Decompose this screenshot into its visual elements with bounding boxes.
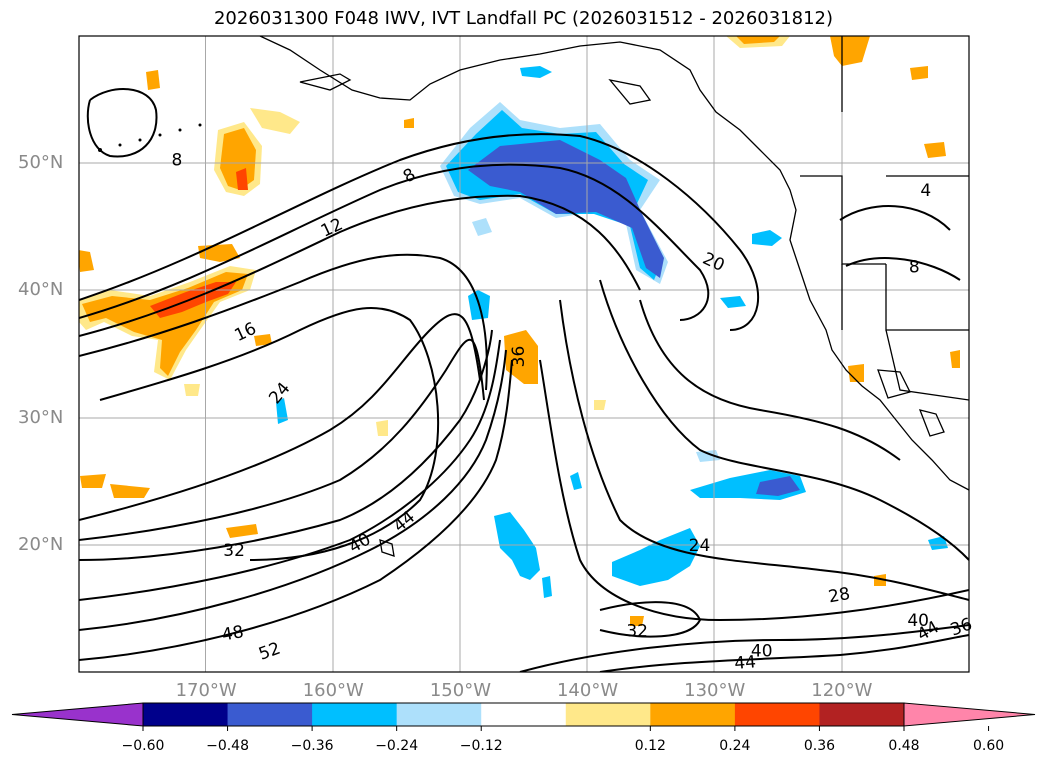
lon-tick-label: 170°W bbox=[175, 680, 237, 701]
colorbar-tick-label: 0.36 bbox=[803, 738, 836, 754]
colorbar-segment bbox=[396, 703, 482, 726]
map-frame bbox=[78, 35, 970, 673]
colorbar-tick-label: 0.48 bbox=[888, 738, 920, 754]
contour-label: 44 bbox=[734, 652, 757, 674]
contour-label: 8 bbox=[400, 165, 419, 188]
lat-tick-label: 30°N bbox=[18, 406, 64, 428]
colorbar-segment bbox=[565, 703, 651, 726]
colorbar-tick-label: 0.12 bbox=[634, 738, 666, 754]
contour-label: 28 bbox=[827, 584, 852, 607]
lat-tick-label: 40°N bbox=[18, 279, 64, 301]
contour-label: 32 bbox=[626, 621, 648, 641]
contour-label: 40 bbox=[346, 529, 375, 557]
map-title: 2026031300 F048 IWV, IVT Landfall PC (20… bbox=[213, 8, 834, 29]
iwv-negative-shading bbox=[276, 66, 948, 598]
contour-label: 4 bbox=[920, 181, 931, 201]
colorbar bbox=[11, 702, 1036, 731]
coastlines bbox=[259, 36, 969, 557]
contour-label: 24 bbox=[689, 536, 711, 556]
colorbar-segment bbox=[734, 703, 820, 726]
contour-label: 20 bbox=[699, 249, 727, 276]
contour-label: 44 bbox=[390, 507, 419, 536]
colorbar-frame bbox=[142, 702, 905, 727]
colorbar-tick-label: −0.48 bbox=[206, 738, 249, 754]
lat-tick-label: 50°N bbox=[18, 152, 64, 174]
colorbar-tick-label: −0.24 bbox=[375, 738, 419, 754]
colorbar-tick-label: 0.60 bbox=[972, 738, 1005, 754]
colorbar-tick-label: −0.36 bbox=[290, 738, 334, 754]
contour-label: 8 bbox=[909, 258, 920, 278]
graticule bbox=[79, 36, 969, 672]
colorbar-segment bbox=[481, 703, 567, 726]
contour-label: 40 bbox=[751, 642, 773, 662]
colorbar-segment bbox=[312, 703, 398, 726]
contour-label: 36 bbox=[948, 614, 975, 640]
colorbar-tick-label: 0.24 bbox=[719, 738, 751, 754]
contour-label: 12 bbox=[318, 214, 346, 241]
colorbar-segment bbox=[227, 703, 313, 726]
contour-label: 8 bbox=[171, 151, 182, 171]
contour-label: 36 bbox=[509, 346, 529, 368]
iwv-positive-shading bbox=[79, 36, 960, 626]
contour-label: 52 bbox=[256, 639, 283, 665]
colorbar-extend-high bbox=[903, 702, 1036, 727]
ivt-contours bbox=[79, 88, 969, 672]
colorbar-extend-low bbox=[11, 702, 144, 727]
lon-tick-label: 120°W bbox=[811, 680, 873, 701]
colorbar-segment bbox=[143, 703, 229, 726]
contour-label: 40 bbox=[907, 611, 929, 631]
lon-tick-label: 140°W bbox=[556, 680, 619, 701]
lat-tick-label: 20°N bbox=[18, 533, 64, 555]
colorbar-segment bbox=[650, 703, 736, 726]
lon-tick-label: 160°W bbox=[302, 680, 364, 701]
contour-label: 24 bbox=[265, 379, 294, 408]
colorbar-tick-label: −0.12 bbox=[459, 738, 503, 754]
contour-label: 48 bbox=[220, 622, 245, 645]
lon-tick-label: 150°W bbox=[429, 680, 491, 701]
colorbar-segment bbox=[819, 703, 905, 726]
lon-tick-label: 130°W bbox=[684, 680, 746, 701]
contour-label: 32 bbox=[223, 541, 245, 561]
colorbar-tick-label: −0.60 bbox=[121, 738, 165, 754]
island-chain bbox=[98, 123, 202, 152]
